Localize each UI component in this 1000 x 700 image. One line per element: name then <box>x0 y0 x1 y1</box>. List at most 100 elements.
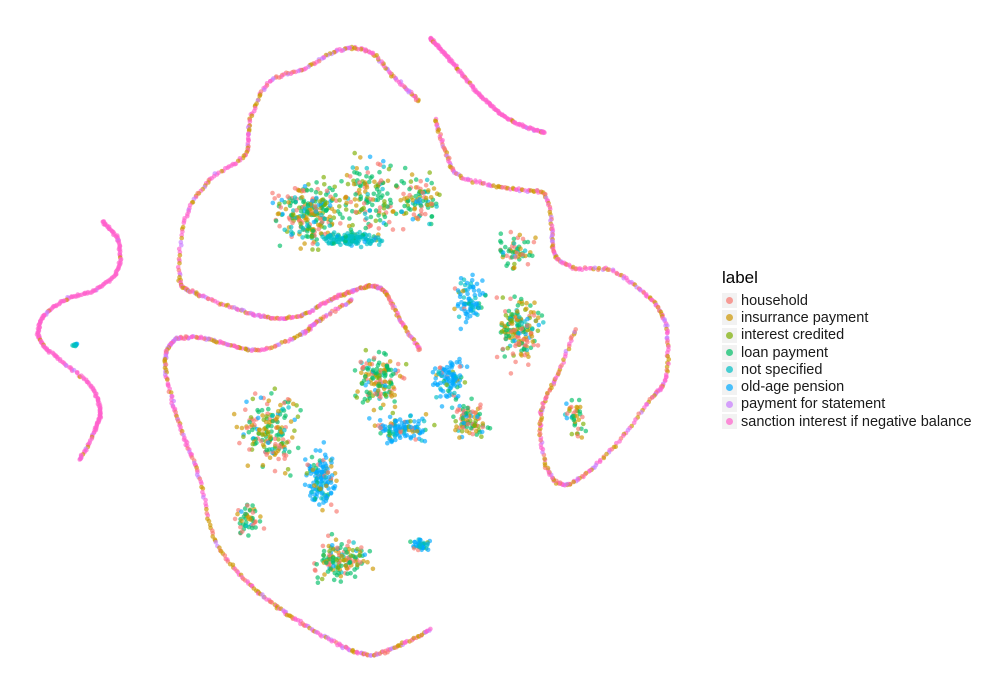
scatter-point <box>513 343 518 349</box>
scatter-point <box>287 449 292 455</box>
scatter-point <box>288 473 293 478</box>
scatter-point <box>310 497 315 502</box>
scatter-point <box>282 427 287 433</box>
scatter-point <box>432 422 437 428</box>
scatter-point <box>362 552 368 557</box>
scatter-point <box>413 437 418 442</box>
scatter-point <box>393 367 398 373</box>
scatter-point <box>381 402 386 408</box>
scatter-point <box>465 421 471 427</box>
scatter-point <box>662 377 668 383</box>
scatter-point <box>479 434 484 440</box>
scatter-point <box>401 376 407 381</box>
scatter-point <box>324 560 329 566</box>
scatter-point <box>506 308 512 314</box>
scatter-point <box>264 447 270 453</box>
scatter-point <box>377 205 383 210</box>
scatter-point <box>377 169 382 175</box>
scatter-point <box>416 418 422 424</box>
scatter-point <box>381 158 386 164</box>
scatter-point <box>322 572 327 577</box>
scatter-point <box>389 439 395 445</box>
scatter-point <box>331 241 337 246</box>
legend-label: old-age pension <box>741 379 845 396</box>
scatter-point <box>363 225 369 231</box>
scatter-point <box>381 350 387 356</box>
scatter-point <box>304 188 310 193</box>
scatter-point <box>461 277 467 283</box>
scatter-point <box>313 190 319 195</box>
scatter-point <box>314 195 319 201</box>
scatter-point <box>293 200 298 205</box>
scatter-point <box>571 479 576 485</box>
scatter-point <box>342 195 348 201</box>
scatter-point <box>309 234 315 240</box>
scatter-point <box>324 483 329 489</box>
scatter-point <box>314 237 320 242</box>
scatter-point <box>367 179 372 185</box>
scatter-point <box>290 220 295 226</box>
scatter-point <box>494 295 500 300</box>
scatter-point <box>272 436 278 442</box>
scatter-point <box>423 183 429 188</box>
scatter-point <box>291 212 296 218</box>
scatter-point <box>252 391 258 396</box>
scatter-point <box>288 229 294 234</box>
scatter-point <box>330 555 336 561</box>
scatter-point <box>474 302 479 307</box>
scatter-point <box>331 577 337 583</box>
legend-item: payment for statement <box>722 396 972 413</box>
scatter-point <box>498 248 503 253</box>
scatter-point <box>338 242 343 247</box>
scatter-point <box>349 233 355 239</box>
scatter-point <box>580 414 585 420</box>
scatter-point <box>375 235 381 240</box>
scatter-point <box>455 303 461 309</box>
scatter-point <box>386 384 392 390</box>
legend-label: household <box>741 292 808 309</box>
scatter-point <box>288 224 294 230</box>
scatter-point <box>369 381 375 386</box>
scatter-point <box>247 447 252 452</box>
scatter-point <box>314 180 319 185</box>
scatter-point <box>529 327 535 332</box>
scatter-point <box>261 426 267 432</box>
scatter-point <box>365 559 370 565</box>
scatter-point <box>258 395 264 401</box>
legend-marker-icon <box>726 331 733 339</box>
scatter-point <box>413 193 419 199</box>
scatter-point <box>317 223 323 228</box>
scatter-point <box>413 177 419 182</box>
scatter-point <box>311 219 317 225</box>
scatter-point <box>454 409 460 414</box>
scatter-point <box>374 186 380 192</box>
scatter-point <box>314 562 320 567</box>
scatter-point <box>259 407 265 413</box>
scatter-point <box>305 209 310 215</box>
scatter-point <box>390 209 396 214</box>
scatter-point <box>326 240 332 245</box>
scatter-point <box>423 211 428 217</box>
scatter-point <box>461 295 467 300</box>
scatter-point <box>383 428 388 433</box>
scatter-point <box>473 295 478 301</box>
scatter-point <box>420 428 426 433</box>
scatter-point <box>469 396 474 402</box>
scatter-point <box>321 552 326 558</box>
scatter-point <box>364 165 370 171</box>
scatter-point <box>261 526 267 531</box>
scatter-point <box>319 212 324 218</box>
scatter-point <box>241 434 246 440</box>
scatter-point <box>510 250 516 255</box>
scatter-point <box>455 288 461 293</box>
scatter-point <box>348 199 354 205</box>
scatter-point <box>512 338 517 343</box>
scatter-point <box>321 174 327 180</box>
scatter-point <box>314 470 320 475</box>
scatter-point <box>596 265 602 271</box>
scatter-point <box>281 400 287 406</box>
scatter-point <box>565 411 570 416</box>
scatter-point <box>564 401 569 407</box>
scatter-point <box>344 200 349 206</box>
scatter-plot <box>34 35 672 658</box>
